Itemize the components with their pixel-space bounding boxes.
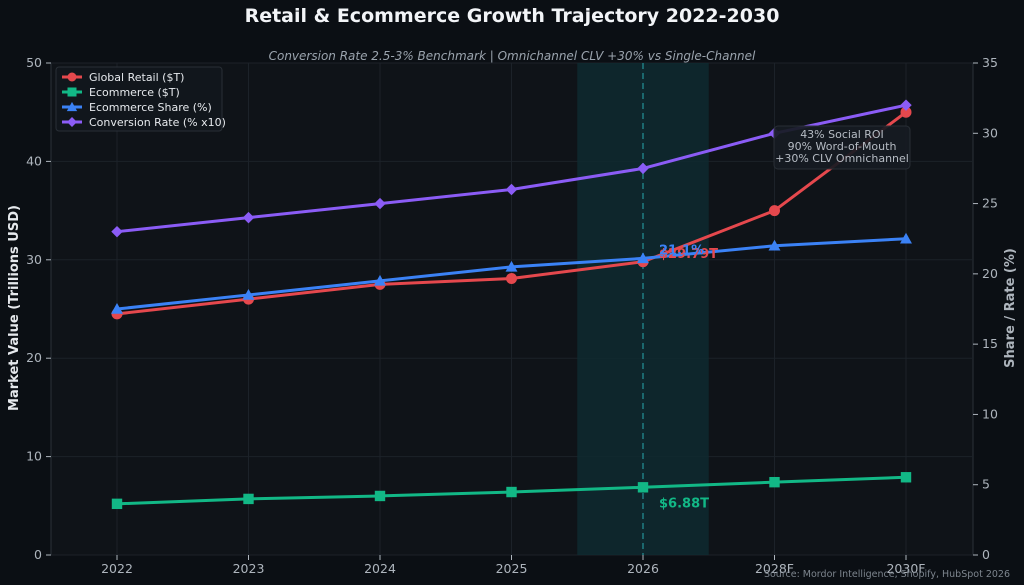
data-point (374, 490, 386, 502)
y-right-tick-label: 5 (982, 477, 990, 492)
data-point (769, 205, 780, 217)
data-point (243, 493, 254, 505)
y-left-tick-label: 50 (26, 55, 42, 70)
annotation-background (773, 125, 911, 170)
x-tick-label: 2030F (886, 561, 925, 576)
legend-label: Global Retail ($T) (89, 71, 184, 84)
y-left-tick-label: 20 (26, 350, 42, 365)
x-tick-label: 2022 (101, 561, 133, 576)
x-tick-label: 2024 (364, 561, 396, 576)
y-left-tick-label: 0 (34, 547, 42, 562)
legend-marker (67, 117, 77, 127)
y-axis-right-label: Share / Rate (%) (1003, 248, 1018, 368)
y-axis-right-ticks: 0 5 10 15 20 25 30 35 (973, 55, 998, 562)
data-point (769, 476, 780, 488)
x-tick-label: 2028F (755, 561, 794, 576)
data-point (111, 303, 123, 314)
data-point (637, 482, 649, 493)
data-point (900, 232, 912, 244)
x-tick-label: 2026 (627, 561, 659, 576)
legend-marker (66, 101, 78, 112)
data-point (506, 272, 517, 284)
annotation-line: 43% Social ROI (800, 128, 884, 141)
y-right-tick-label: 15 (982, 336, 998, 351)
data-point (505, 183, 518, 196)
data-point (900, 106, 912, 118)
y-left-tick-label: 40 (26, 153, 42, 168)
data-point (637, 252, 649, 264)
data-point (242, 211, 255, 224)
legend: Global Retail ($T) Ecommerce ($T) Ecommerc… (55, 66, 226, 132)
data-point (637, 162, 649, 175)
legend-label: Conversion Rate (% x10) (89, 116, 226, 129)
y-right-tick-label: 20 (982, 266, 998, 281)
legend-marker (67, 87, 77, 97)
data-point (505, 260, 518, 272)
chart-title: Retail & Ecommerce Growth Trajectory 202… (245, 5, 780, 27)
legend-label: Ecommerce ($T) (89, 86, 180, 99)
data-point (111, 498, 123, 510)
data-point (374, 197, 386, 210)
x-tick-label: 2023 (233, 561, 265, 576)
x-tick-label: 2025 (496, 561, 528, 576)
data-point (900, 99, 912, 111)
annotation-line: +30% CLV Omnichannel (775, 152, 909, 165)
y-right-tick-label: 10 (982, 406, 998, 421)
data-point (374, 274, 386, 286)
y-left-tick-label: 30 (26, 252, 42, 267)
legend-entry: Ecommerce ($T) (62, 86, 180, 99)
legend-marker (67, 72, 77, 82)
legend-entry: Global Retail ($T) (62, 71, 184, 84)
data-label: 21.1% (659, 243, 704, 258)
annotation-line: 90% Word-of-Mouth (788, 140, 897, 153)
x-axis-ticks: 2022 2023 2024 2025 2026 2028F 2030F (101, 555, 926, 576)
chart-subtitle: Conversion Rate 2.5-3% Benchmark | Omnic… (269, 49, 756, 63)
legend-entry: Conversion Rate (% x10) (62, 116, 226, 129)
data-point (768, 239, 781, 251)
data-label: $29.79T (659, 247, 718, 262)
series-1 (111, 472, 912, 510)
source-note: Source: Mordor Intelligence, Shopify, Hu… (764, 569, 1010, 580)
data-label: $6.88T (659, 496, 709, 511)
data-point (242, 288, 255, 300)
y-axis-left-ticks: 0 10 20 30 40 50 (26, 55, 51, 562)
legend-entry: Ecommerce Share (%) (62, 101, 212, 114)
legend-label: Ecommerce Share (%) (89, 101, 212, 114)
data-point (506, 486, 517, 498)
y-right-tick-label: 0 (982, 547, 990, 562)
y-right-tick-label: 35 (982, 55, 998, 70)
y-left-tick-label: 10 (26, 449, 42, 464)
y-right-tick-label: 30 (982, 125, 998, 140)
legend-box (55, 66, 223, 132)
data-point (900, 472, 912, 483)
y-right-tick-label: 25 (982, 196, 998, 211)
y-axis-left-label: Market Value (Trillions USD) (7, 205, 22, 411)
data-point (111, 225, 123, 238)
series-2 (111, 232, 912, 314)
